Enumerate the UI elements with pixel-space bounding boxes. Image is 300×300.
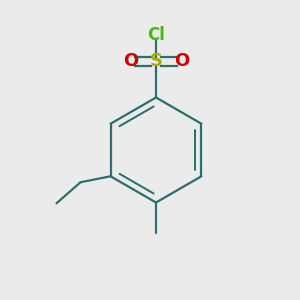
Text: O: O [123, 52, 138, 70]
Text: Cl: Cl [147, 26, 165, 44]
Text: S: S [149, 52, 163, 70]
Text: O: O [174, 52, 189, 70]
